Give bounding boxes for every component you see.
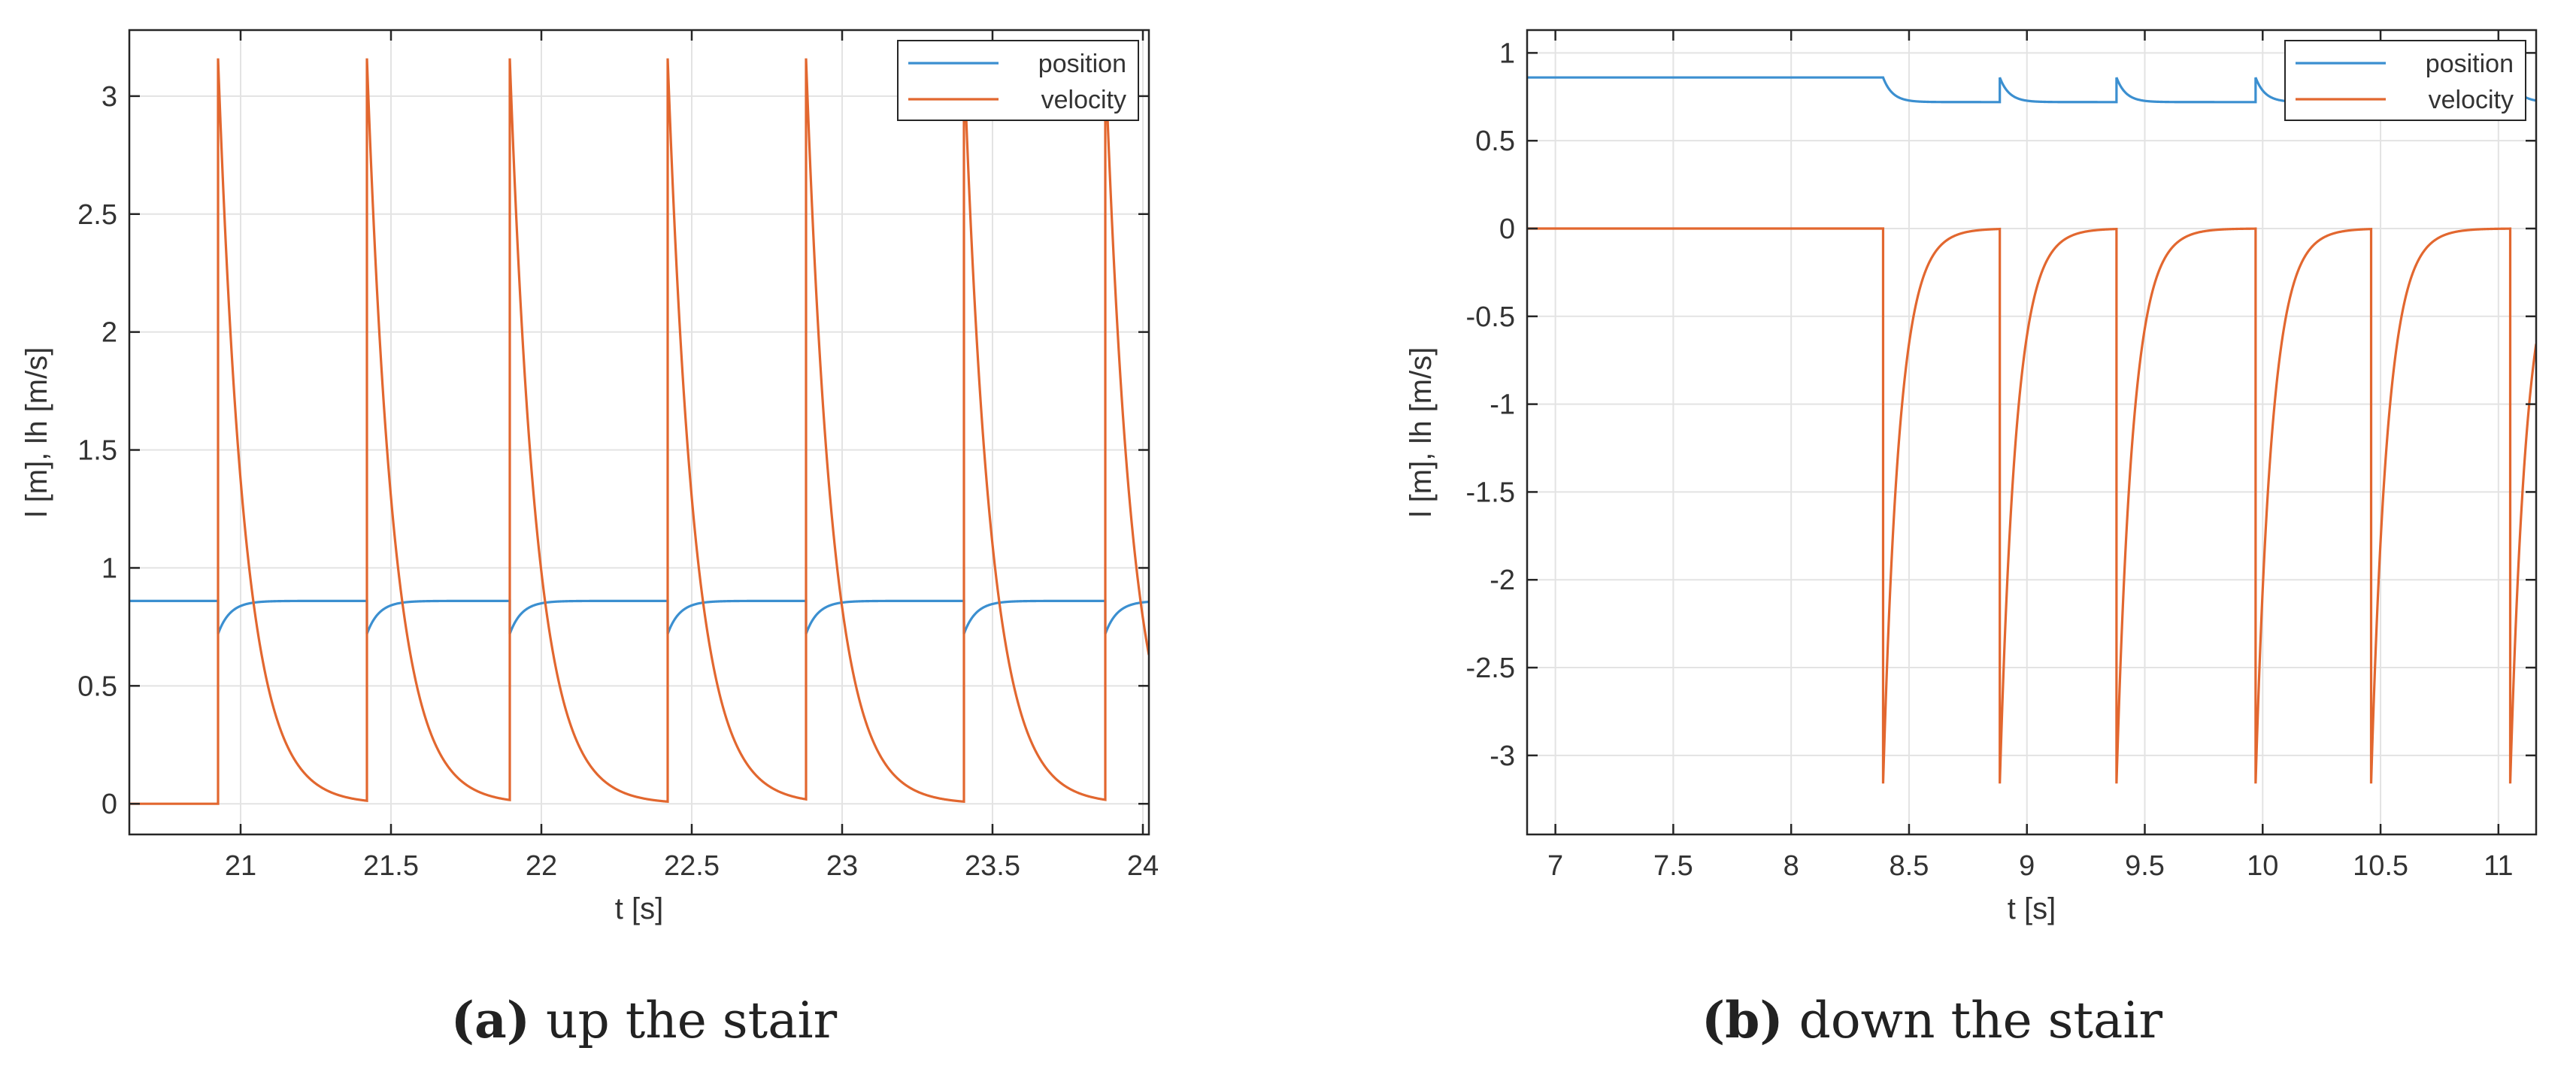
caption-down-stair: (b) down the stair xyxy=(1288,991,2576,1049)
series-line-position xyxy=(129,599,1149,634)
x-tick-label: 10.5 xyxy=(2353,850,2408,882)
x-tick-label: 10 xyxy=(2247,850,2278,882)
x-tick-label: 22.5 xyxy=(664,850,720,882)
y-tick-label: 0.5 xyxy=(1475,126,1515,157)
legend-box xyxy=(897,40,1139,121)
x-tick-label: 23 xyxy=(826,850,858,882)
legend: position velocity xyxy=(2284,40,2526,121)
x-tick-label: 23.5 xyxy=(965,850,1020,882)
x-tick-label: 21.5 xyxy=(363,850,419,882)
x-tick-label: 22 xyxy=(526,850,557,882)
legend: position velocity xyxy=(897,40,1139,121)
series-line-velocity xyxy=(129,58,1149,805)
x-tick-label: 9.5 xyxy=(2125,850,2165,882)
y-tick-label: 2.5 xyxy=(77,199,117,231)
y-tick-label: -0.5 xyxy=(1466,301,1515,333)
y-axis-label: l [m], lh [m/s] xyxy=(1405,347,1438,518)
grid xyxy=(1527,30,2536,834)
y-tick-label: 0 xyxy=(1499,213,1515,245)
x-axis-label: t [s] xyxy=(2008,892,2056,925)
caption-up-stair: (a) up the stair xyxy=(0,991,1288,1049)
series-line-velocity xyxy=(1527,227,2536,784)
y-tick-label: -2.5 xyxy=(1466,653,1515,684)
legend-label-velocity: velocity xyxy=(1041,86,1126,114)
legend-label-velocity: velocity xyxy=(2429,86,2514,114)
caption-label: (b) xyxy=(1701,991,1784,1049)
y-tick-label: 2 xyxy=(102,317,117,349)
y-tick-label: 1 xyxy=(1499,38,1515,69)
caption-text: up the stair xyxy=(546,992,838,1049)
x-axis-label: t [s] xyxy=(615,892,663,925)
y-tick-label: 1.5 xyxy=(77,435,117,467)
x-tick-label: 9 xyxy=(2019,850,2035,882)
x-tick-label: 8.5 xyxy=(1890,850,1929,882)
chart-panel-down-stair: 7 7.5 8 8.5 9 9.5 10 10.5 11 1 0.5 0 -0.5 -1 -1.5 -2 -2.… xyxy=(1288,0,2576,1069)
y-tick-label: -1 xyxy=(1490,389,1515,421)
y-tick-label: 3 xyxy=(102,81,117,113)
legend-label-position: position xyxy=(2426,50,2514,78)
plot-frame xyxy=(128,29,1150,836)
x-tick-label: 7.5 xyxy=(1653,850,1693,882)
legend-label-position: position xyxy=(1038,50,1126,78)
chart-panel-up-stair: 21 21.5 22 22.5 23 23.5 24 0 0.5 1 1.5 2 2.5 3 t [s] l … xyxy=(0,29,1288,1049)
y-axis-label: l [m], lh [m/s] xyxy=(20,347,53,518)
x-tick-label: 24 xyxy=(1127,850,1159,882)
x-tick-label: 7 xyxy=(1547,850,1563,882)
x-tick-label: 21 xyxy=(225,850,256,882)
legend-box xyxy=(2284,40,2526,121)
x-tick-label: 11 xyxy=(2484,850,2513,882)
x-tick-label: 8 xyxy=(1784,850,1799,882)
y-tick-label: -2 xyxy=(1490,565,1515,596)
plot-frame xyxy=(1526,29,2538,836)
caption-label: (a) xyxy=(450,991,531,1049)
y-tick-label: -3 xyxy=(1490,740,1515,772)
y-tick-label: 0.5 xyxy=(77,671,117,702)
y-tick-label: 1 xyxy=(102,553,117,584)
y-tick-label: -1.5 xyxy=(1466,477,1515,508)
y-tick-label: 0 xyxy=(102,789,117,820)
caption-text: down the stair xyxy=(1799,992,2163,1049)
chart-down-stair: 7 7.5 8 8.5 9 9.5 10 10.5 1110.50-0.5-1-1.5-2-2.… xyxy=(1405,29,2538,925)
grid xyxy=(129,30,1149,834)
